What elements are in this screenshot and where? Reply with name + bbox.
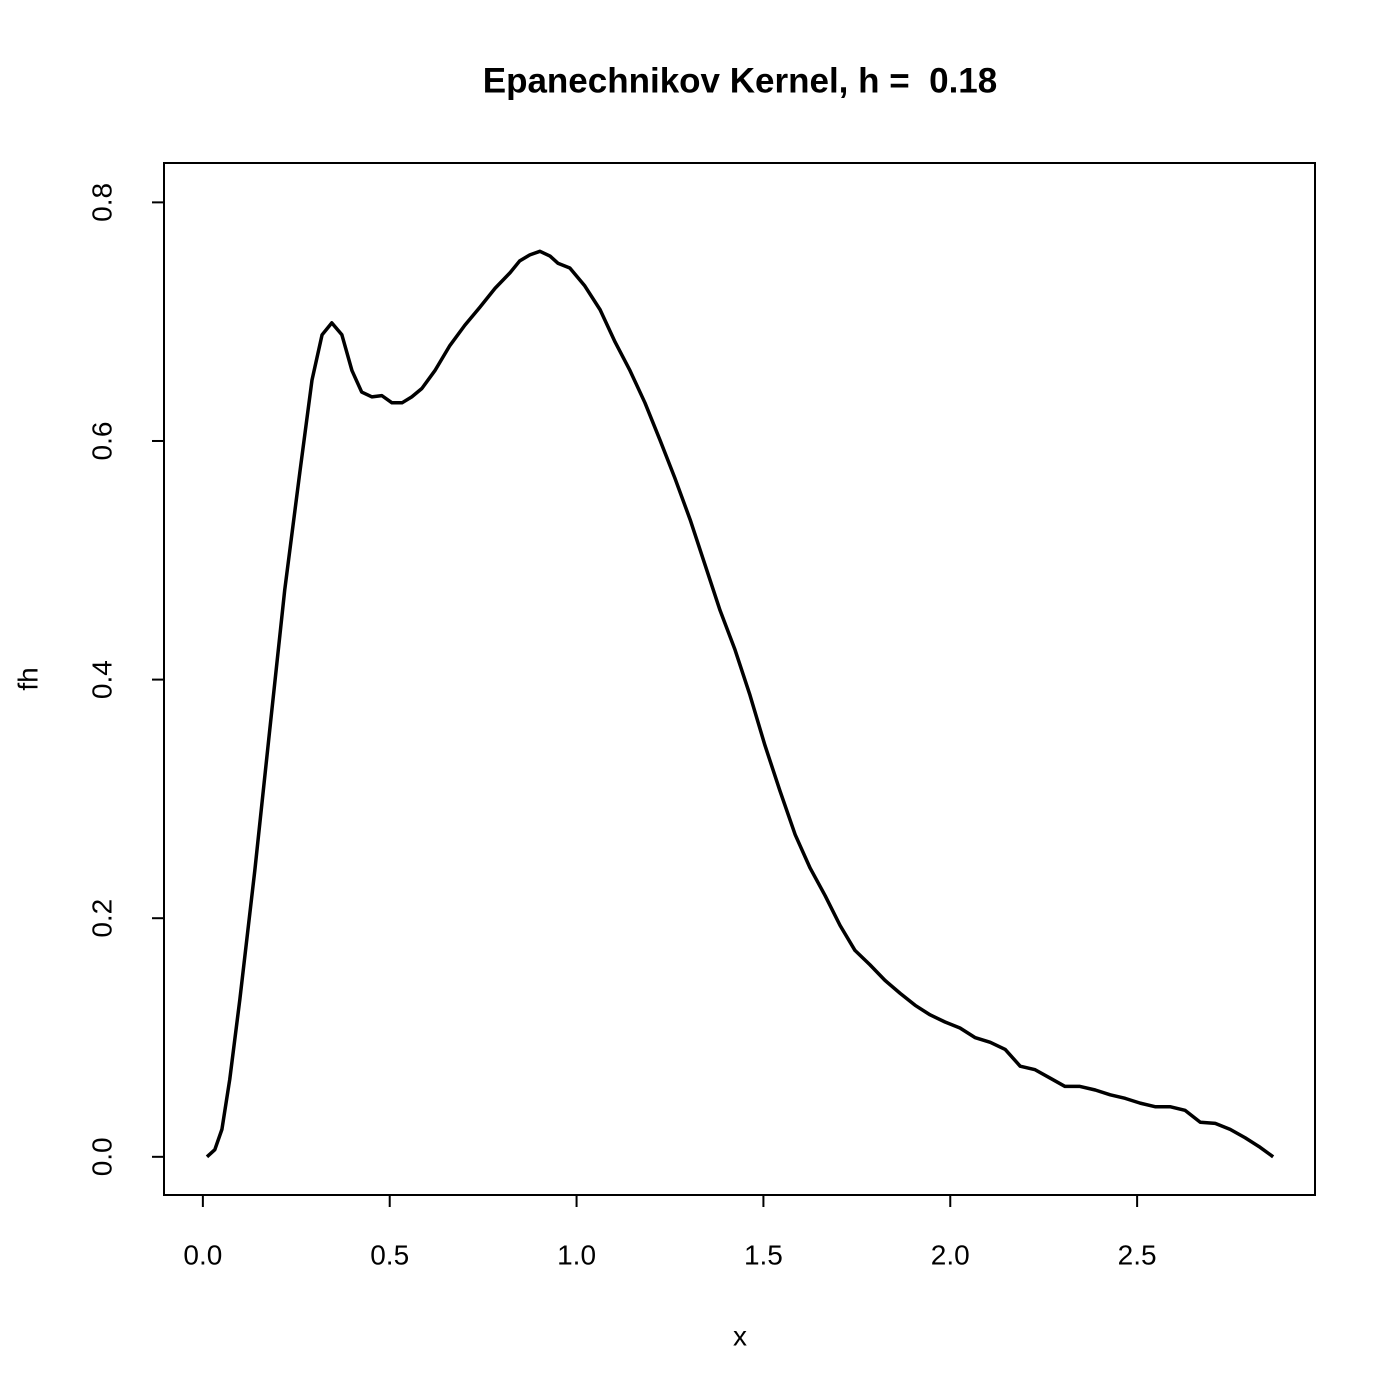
y-tick-label: 0.8	[86, 183, 117, 222]
y-tick-label: 0.6	[86, 422, 117, 461]
x-tick-label: 2.5	[1118, 1239, 1157, 1270]
y-tick-label: 0.0	[86, 1137, 117, 1176]
x-tick-label: 0.5	[370, 1239, 409, 1270]
chart-title: Epanechnikov Kernel, h = 0.18	[483, 61, 998, 100]
plot-box	[163, 162, 1316, 1196]
x-axis-label: x	[733, 1320, 747, 1351]
x-tick-label: 1.0	[557, 1239, 596, 1270]
x-tick-label: 1.5	[744, 1239, 783, 1270]
density-line	[205, 249, 1275, 1159]
y-tick-label: 0.2	[86, 899, 117, 938]
y-axis-label: fh	[12, 667, 43, 690]
x-tick-label: 0.0	[183, 1239, 222, 1270]
x-tick-label: 2.0	[931, 1239, 970, 1270]
y-tick-label: 0.4	[86, 660, 117, 699]
